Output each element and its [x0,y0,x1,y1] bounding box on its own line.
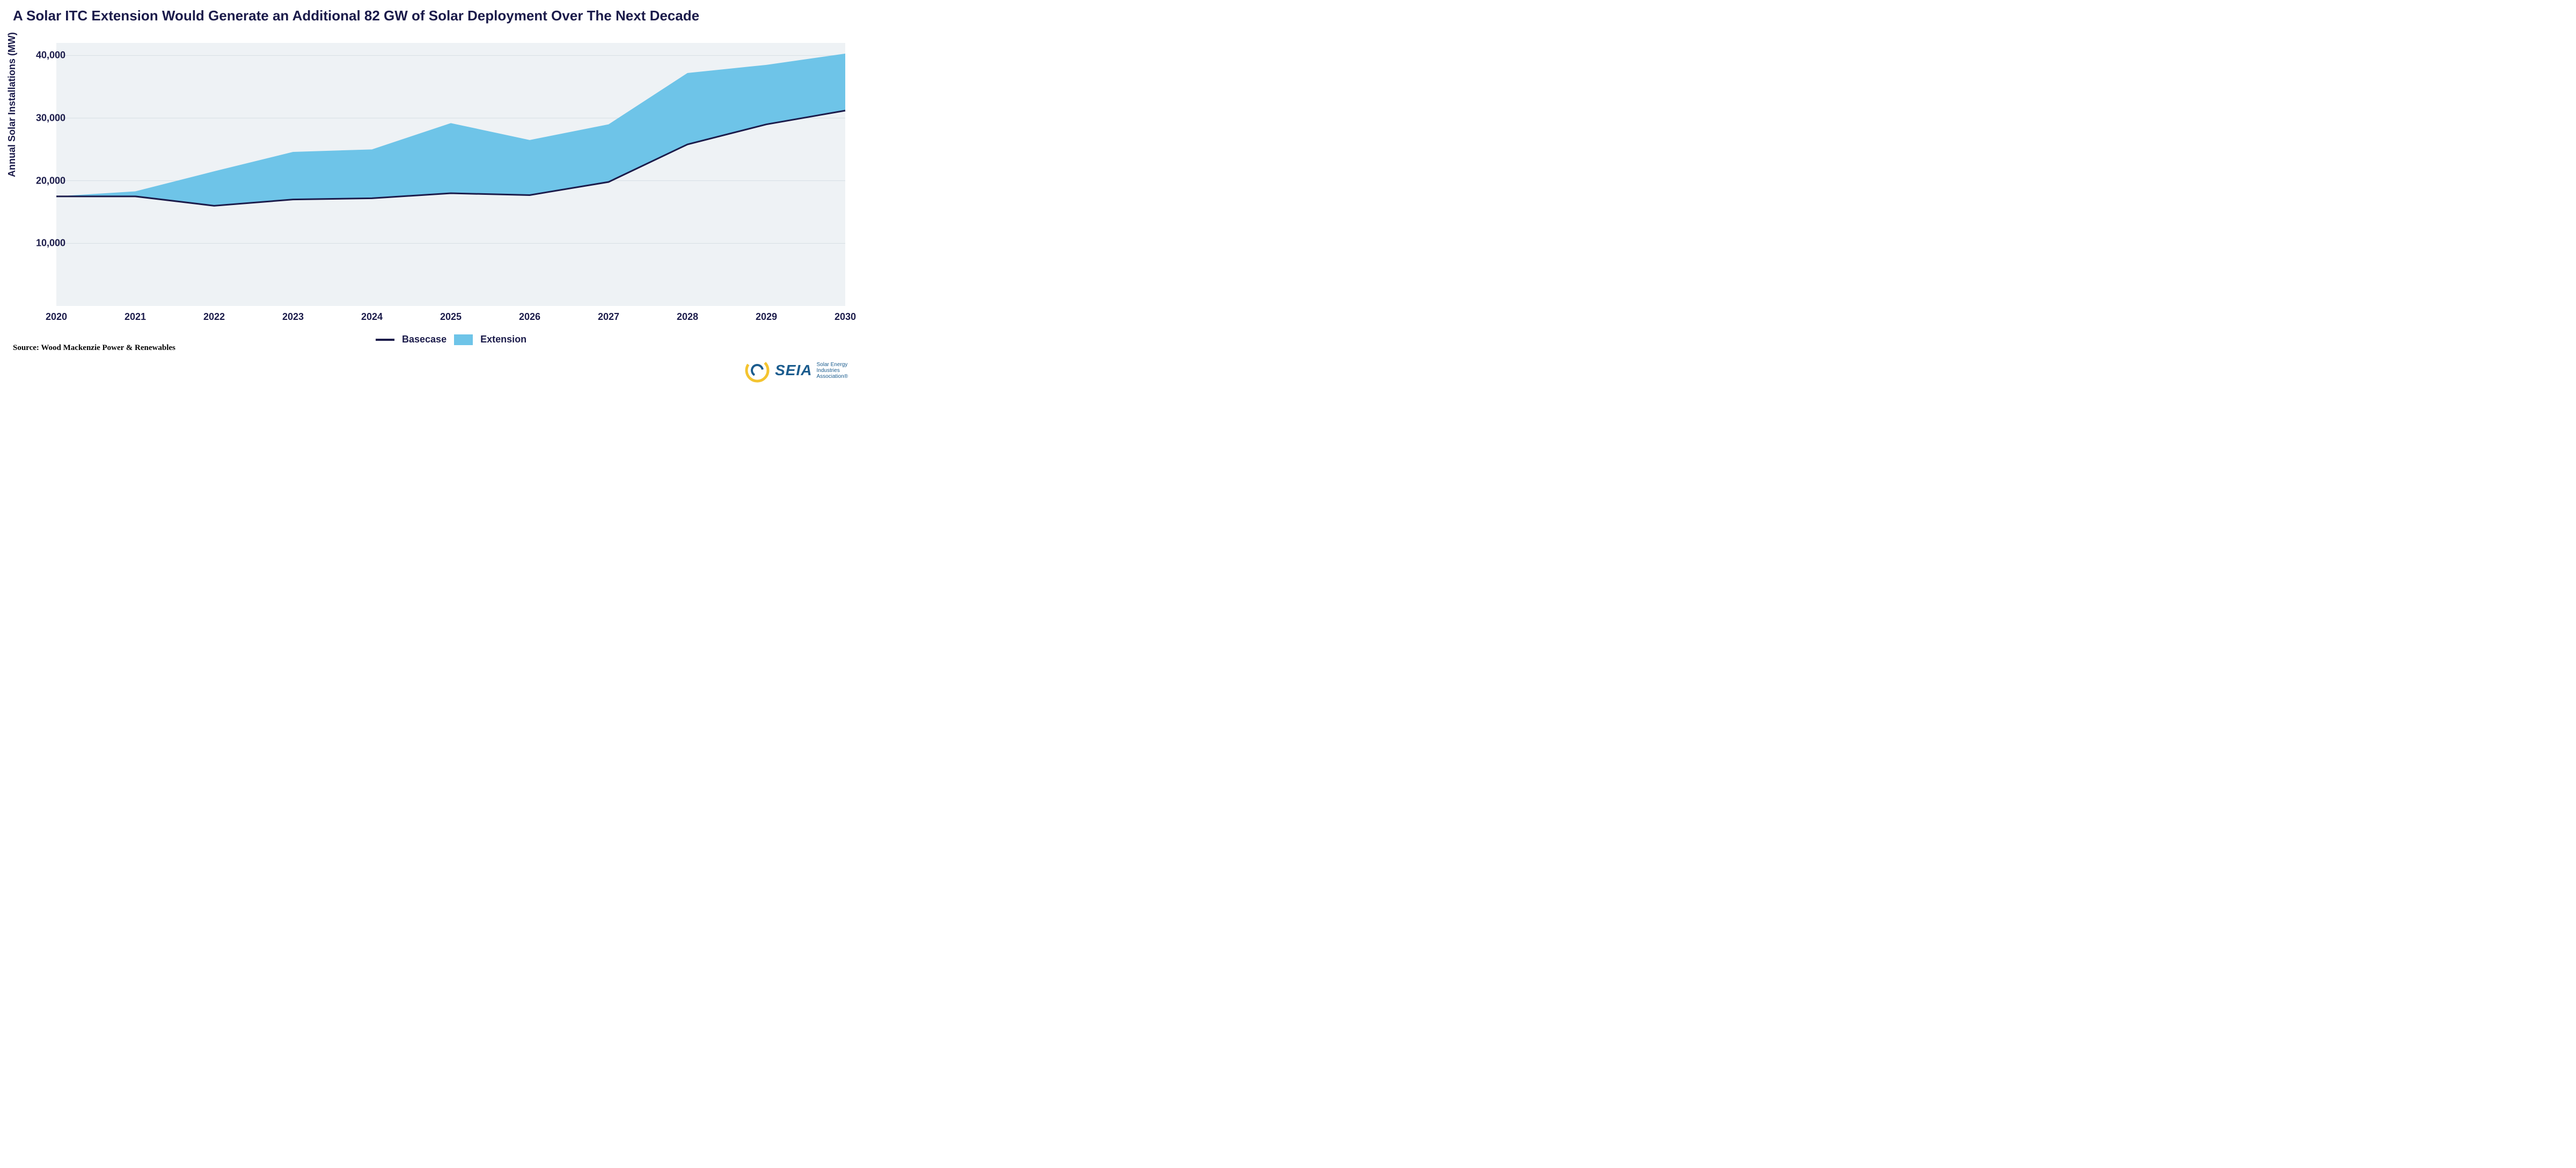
x-tick-label: 2027 [598,311,619,323]
x-tick-label: 2023 [282,311,304,323]
x-tick-label: 2029 [756,311,777,323]
seia-sub2: Industries [816,368,848,374]
y-axis-label: Annual Solar Installations (MW) [6,32,18,177]
x-tick-label: 2020 [46,311,67,323]
legend-label-extension: Extension [480,334,526,345]
chart-svg [56,43,845,306]
y-tick-label: 10,000 [23,238,65,249]
seia-logo: SEIA Solar Energy Industries Association… [744,357,848,384]
x-tick-label: 2026 [519,311,540,323]
x-tick-label: 2024 [361,311,383,323]
x-tick-label: 2025 [440,311,462,323]
seia-logo-text: SEIA [775,362,812,379]
legend-swatch-extension [454,334,473,345]
source-attribution: Source: Wood Mackenzie Power & Renewable… [13,344,175,353]
legend-label-basecase: Basecase [402,334,447,345]
chart-title: A Solar ITC Extension Would Generate an … [13,8,699,24]
seia-sub1: Solar Energy [816,362,848,368]
x-tick-label: 2028 [677,311,698,323]
y-tick-label: 20,000 [23,175,65,186]
x-tick-label: 2030 [835,311,856,323]
seia-logo-subtext: Solar Energy Industries Association® [816,362,848,379]
chart-plot-area [56,43,845,306]
x-tick-label: 2022 [203,311,225,323]
y-tick-label: 30,000 [23,113,65,124]
seia-logo-icon [744,357,771,384]
y-tick-label: 40,000 [23,50,65,61]
seia-sub3: Association® [816,374,848,379]
chart-legend: Basecase Extension [376,334,526,345]
legend-swatch-basecase [376,339,394,341]
x-tick-label: 2021 [125,311,146,323]
